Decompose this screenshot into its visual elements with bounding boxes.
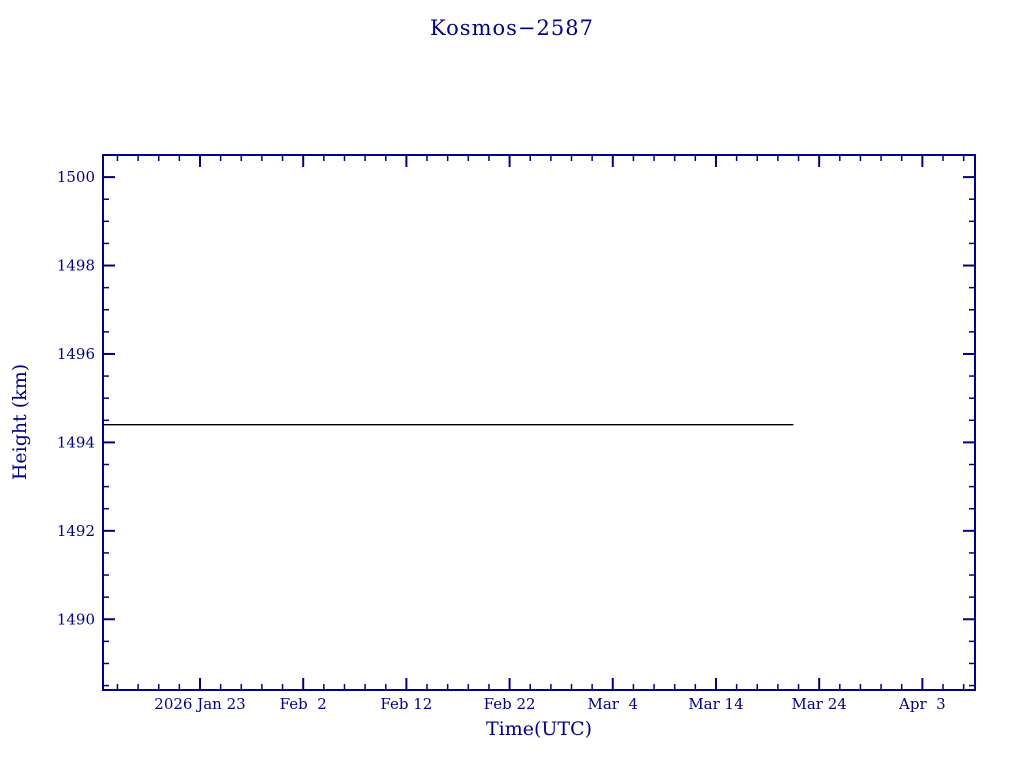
x-tick-label: Mar 24 — [792, 695, 847, 713]
x-tick-label: Feb 2 — [280, 695, 327, 713]
x-tick-label: Mar 14 — [688, 695, 743, 713]
x-tick-label: Apr 3 — [898, 695, 946, 713]
plot-frame — [102, 154, 976, 691]
y-tick-label: 1494 — [57, 433, 95, 451]
x-axis-label: Time(UTC) — [485, 718, 593, 740]
y-tick-label: 1496 — [57, 345, 95, 363]
x-tick-label: Feb 22 — [484, 695, 536, 713]
y-tick-label: 1490 — [57, 610, 95, 628]
y-tick-label: 1492 — [57, 522, 95, 540]
y-tick-label: 1498 — [57, 257, 95, 275]
x-tick-label: Mar 4 — [588, 695, 639, 713]
x-tick-label: Feb 12 — [380, 695, 432, 713]
chart-title: Kosmos−2587 — [430, 16, 594, 40]
y-tick-label: 1500 — [57, 168, 95, 186]
x-tick-label: 2026 Jan 23 — [154, 695, 245, 713]
